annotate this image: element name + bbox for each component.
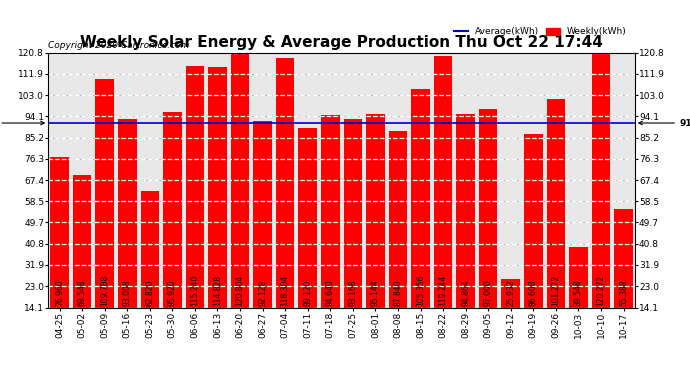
- Bar: [208, 67, 227, 308]
- Bar: [479, 110, 497, 308]
- Bar: [186, 66, 204, 308]
- Bar: [163, 112, 181, 308]
- Bar: [502, 279, 520, 308]
- Text: 94.640: 94.640: [326, 279, 335, 306]
- Text: 119.244: 119.244: [439, 275, 448, 306]
- Bar: [299, 128, 317, 308]
- Text: 94.864: 94.864: [461, 280, 470, 306]
- Text: 95.144: 95.144: [371, 280, 380, 306]
- Text: 97.000: 97.000: [484, 279, 493, 306]
- Bar: [73, 175, 91, 308]
- Bar: [569, 247, 588, 308]
- Bar: [546, 99, 565, 308]
- Bar: [614, 209, 633, 308]
- Text: 105.356: 105.356: [416, 275, 425, 306]
- Text: 39.548: 39.548: [574, 280, 583, 306]
- Bar: [524, 134, 542, 308]
- Text: 91.294: 91.294: [639, 118, 690, 128]
- Bar: [253, 121, 272, 308]
- Bar: [592, 54, 610, 307]
- Bar: [388, 131, 407, 308]
- Text: 92.128: 92.128: [258, 280, 267, 306]
- Text: 93.008: 93.008: [123, 280, 132, 306]
- Text: 62.820: 62.820: [146, 280, 155, 306]
- Text: 114.828: 114.828: [213, 275, 222, 306]
- Bar: [411, 89, 430, 308]
- Text: 25.932: 25.932: [506, 280, 515, 306]
- Text: 118.304: 118.304: [281, 275, 290, 306]
- Text: 109.788: 109.788: [100, 275, 109, 306]
- Bar: [50, 157, 69, 308]
- Bar: [95, 79, 114, 308]
- Bar: [456, 114, 475, 308]
- Text: 87.840: 87.840: [393, 280, 402, 306]
- Bar: [434, 56, 453, 308]
- Bar: [366, 114, 384, 308]
- Bar: [344, 118, 362, 308]
- Title: Weekly Solar Energy & Average Production Thu Oct 22 17:44: Weekly Solar Energy & Average Production…: [80, 35, 603, 50]
- Text: 69.548: 69.548: [78, 280, 87, 306]
- Text: 86.608: 86.608: [529, 280, 538, 306]
- Bar: [230, 53, 249, 308]
- Text: 76.960: 76.960: [55, 279, 64, 306]
- Bar: [321, 115, 339, 308]
- Text: 91.294: 91.294: [0, 118, 44, 128]
- Text: 55.388: 55.388: [619, 280, 628, 306]
- Legend: Average(kWh), Weekly(kWh): Average(kWh), Weekly(kWh): [451, 24, 630, 40]
- Text: 101.272: 101.272: [551, 275, 560, 306]
- Text: Copyright 2020 Cartronics.com: Copyright 2020 Cartronics.com: [48, 41, 190, 50]
- Text: 95.920: 95.920: [168, 280, 177, 306]
- Text: 120.272: 120.272: [596, 275, 605, 306]
- Bar: [276, 58, 295, 308]
- Text: 93.168: 93.168: [348, 280, 357, 306]
- Bar: [118, 119, 137, 308]
- Text: 89.120: 89.120: [303, 280, 312, 306]
- Text: 115.240: 115.240: [190, 275, 199, 306]
- Bar: [141, 191, 159, 308]
- Text: 120.804: 120.804: [235, 275, 244, 306]
